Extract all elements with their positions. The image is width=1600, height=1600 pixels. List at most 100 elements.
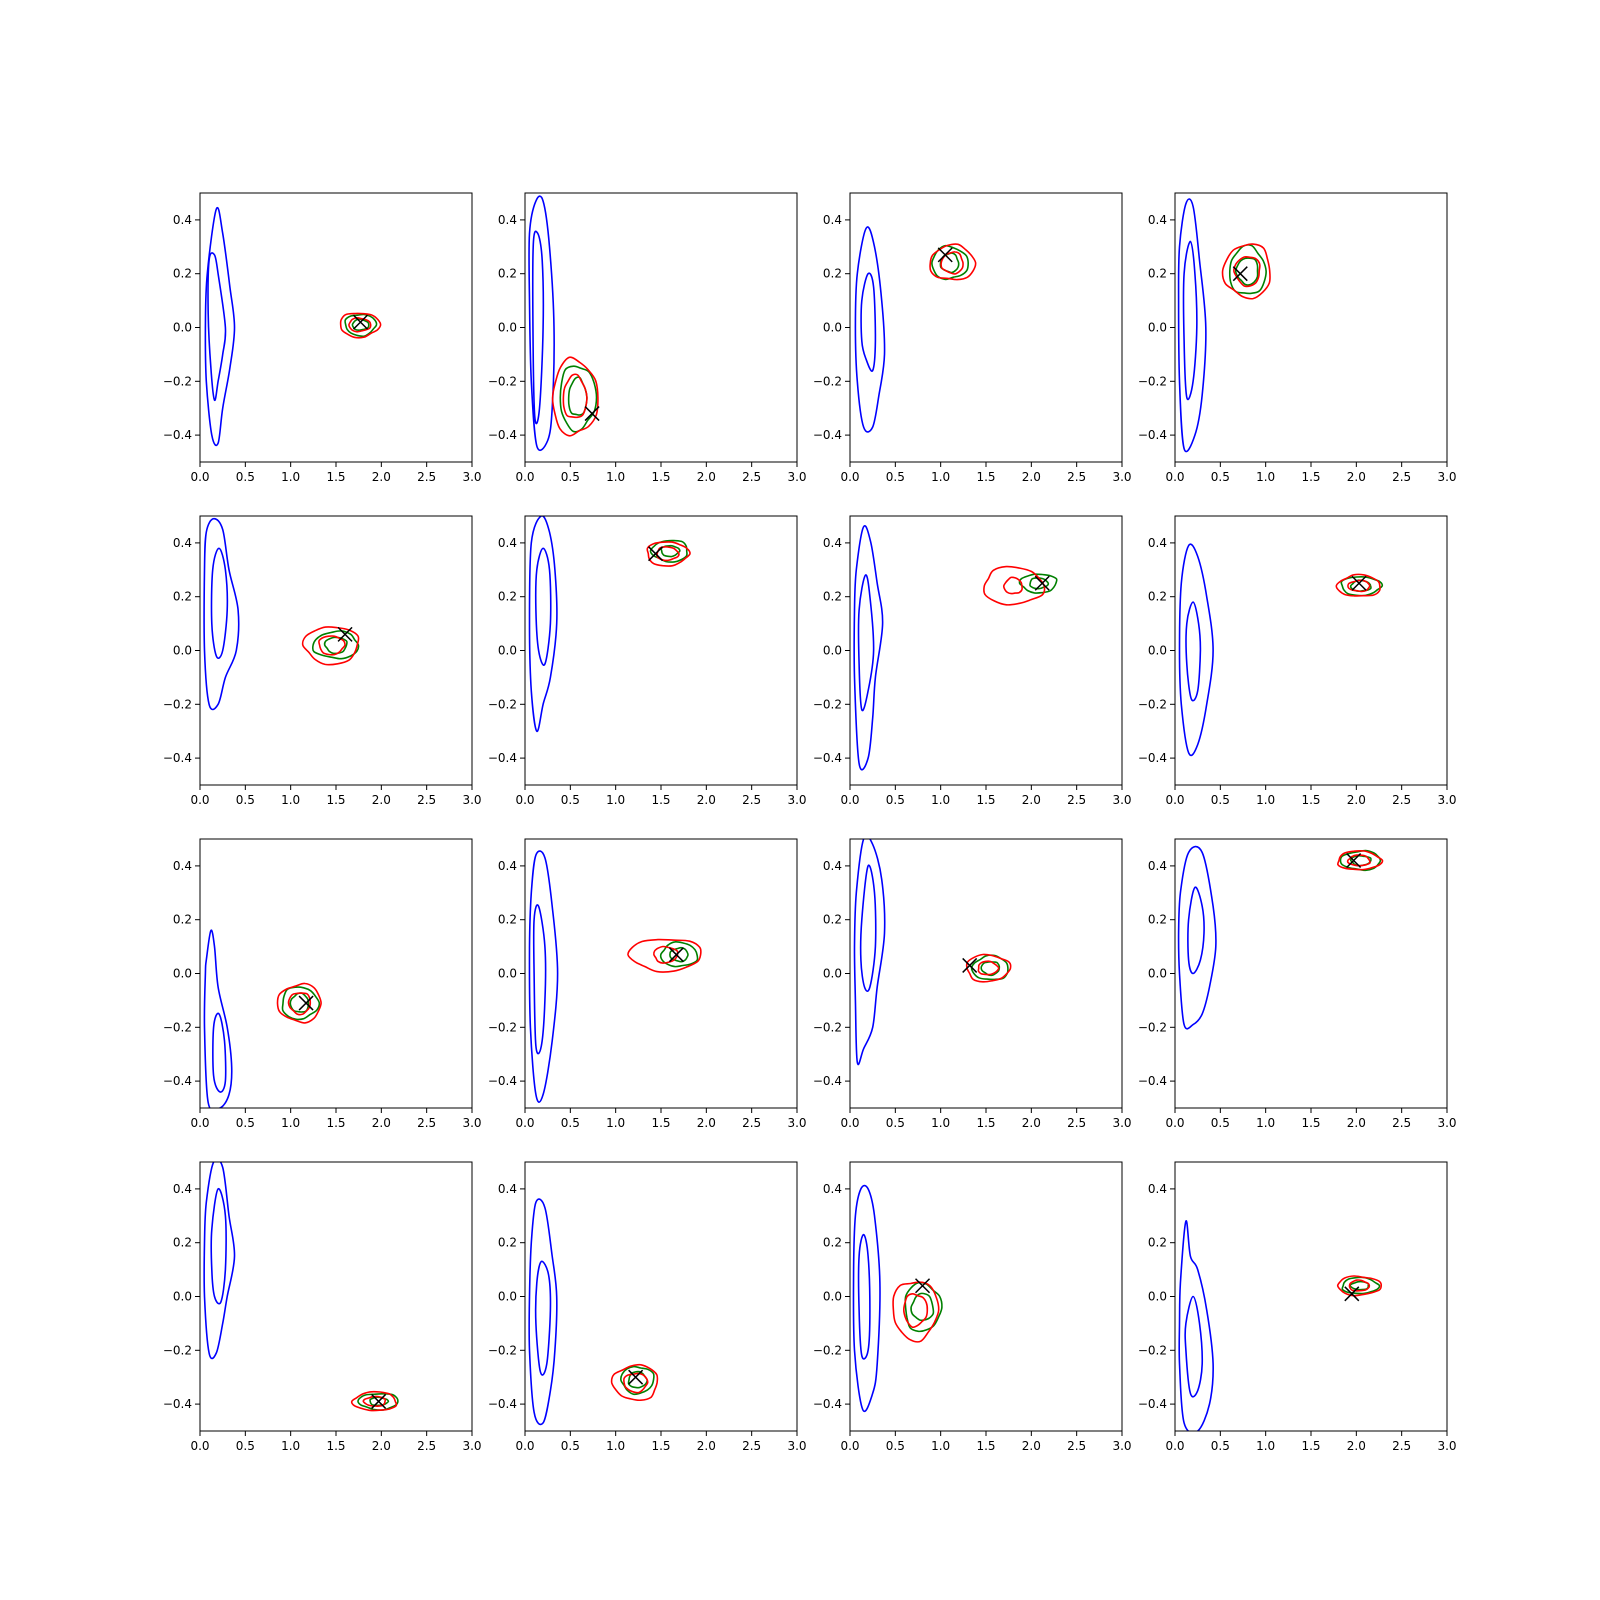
plot-area	[853, 525, 1058, 771]
y-tick-label: 0.2	[823, 913, 842, 927]
plot-area	[1177, 198, 1271, 453]
axes-frame	[524, 1161, 798, 1432]
axes-frame	[1174, 192, 1448, 463]
y-tick-label: 0.2	[498, 913, 517, 927]
y-tick-label: −0.2	[1138, 697, 1167, 711]
y-tick-label: 0.2	[823, 1236, 842, 1250]
y-tick-label: −0.2	[813, 697, 842, 711]
y-tick-label: 0.2	[1148, 1236, 1167, 1250]
x-tick-label: 1.0	[1256, 1116, 1275, 1130]
blue-contour-inner	[1182, 240, 1198, 401]
red-contour-1	[627, 938, 702, 973]
red-contour-1	[610, 1363, 659, 1402]
x-tick-label: 2.0	[1347, 1116, 1366, 1130]
y-tick-label: −0.4	[163, 428, 192, 442]
x-tick-label: 1.5	[326, 793, 345, 807]
blue-contour-outer	[203, 1162, 236, 1360]
red-contour-2	[902, 1293, 929, 1329]
x-tick-label: 3.0	[1112, 1116, 1131, 1130]
x-tick-label: 3.0	[1112, 1439, 1131, 1453]
subplot-6: 0.0 0.5 1.0 1.5 2.0 2.5 3.0 −0.4 −0.2 0.0 0.2 0.4	[488, 515, 807, 807]
blue-contour-inner	[1187, 886, 1205, 975]
y-tick-label: −0.4	[163, 1074, 192, 1088]
x-tick-label: 3.0	[462, 793, 481, 807]
x-tick-label: 2.5	[1067, 1116, 1086, 1130]
x-marker	[298, 995, 314, 1011]
red-contour-1	[929, 243, 977, 281]
y-tick-label: 0.4	[823, 1182, 842, 1196]
green-contour-1	[649, 539, 688, 563]
x-marker	[962, 957, 978, 973]
blue-contour-inner	[857, 574, 875, 712]
subplot-8: 0.0 0.5 1.0 1.5 2.0 2.5 3.0 −0.4 −0.2 0.0 0.2 0.4	[1138, 515, 1457, 807]
red-contour-2	[1347, 579, 1371, 593]
y-tick-label: −0.4	[488, 751, 517, 765]
subplot-3: 0.0 0.5 1.0 1.5 2.0 2.5 3.0 −0.4 −0.2 0.0 0.2 0.4	[813, 192, 1132, 484]
green-contour-2	[669, 946, 689, 963]
red-contour-2	[1233, 255, 1261, 288]
green-contour-1	[931, 244, 970, 281]
blue-contour-outer	[204, 206, 236, 447]
red-contour-1	[983, 565, 1046, 606]
x-tick-label: 0.5	[561, 1439, 580, 1453]
x-tick-label: 0.0	[515, 1116, 534, 1130]
x-tick-label: 2.5	[417, 793, 436, 807]
axes-frame	[1174, 515, 1448, 786]
axes-frame	[199, 192, 473, 463]
axes-frame	[199, 515, 473, 786]
x-tick-label: 2.5	[417, 1116, 436, 1130]
red-contour-2	[940, 251, 964, 275]
x-tick-label: 3.0	[787, 470, 806, 484]
x-marker	[628, 1369, 644, 1385]
green-contour-1	[344, 313, 378, 338]
y-tick-label: 0.4	[823, 859, 842, 873]
y-tick-label: 0.0	[1148, 1290, 1167, 1304]
y-tick-label: 0.0	[498, 644, 517, 658]
y-tick-label: 0.4	[498, 213, 517, 227]
x-tick-label: 1.0	[1256, 470, 1275, 484]
x-tick-label: 0.5	[886, 1439, 905, 1453]
x-tick-label: 1.5	[976, 793, 995, 807]
x-tick-label: 0.5	[236, 1116, 255, 1130]
green-contour-1	[1340, 575, 1384, 597]
x-tick-label: 1.5	[976, 1439, 995, 1453]
green-contour-1	[559, 365, 598, 433]
red-contour-1	[551, 356, 599, 437]
y-tick-label: 0.2	[173, 913, 192, 927]
x-tick-label: 0.0	[515, 1439, 534, 1453]
x-tick-label: 3.0	[1112, 470, 1131, 484]
plot-area	[528, 1198, 659, 1426]
x-tick-label: 3.0	[787, 1439, 806, 1453]
y-tick-label: −0.4	[1138, 751, 1167, 765]
x-tick-label: 2.0	[697, 1116, 716, 1130]
red-contour-2	[653, 945, 679, 964]
subplot-15: 0.0 0.5 1.0 1.5 2.0 2.5 3.0 −0.4 −0.2 0.0 0.2 0.4	[813, 1161, 1132, 1453]
y-tick-label: 0.0	[823, 321, 842, 335]
x-tick-label: 1.0	[606, 1116, 625, 1130]
x-tick-label: 0.5	[886, 470, 905, 484]
blue-contour-inner	[1185, 601, 1202, 702]
green-contour-1	[1339, 849, 1382, 872]
x-tick-label: 1.5	[326, 1116, 345, 1130]
y-tick-label: −0.4	[1138, 1397, 1167, 1411]
subplot-16: 0.0 0.5 1.0 1.5 2.0 2.5 3.0 −0.4 −0.2 0.0 0.2 0.4	[1138, 1161, 1457, 1453]
blue-contour-inner	[860, 272, 877, 372]
x-tick-label: 1.0	[1256, 1439, 1275, 1453]
axes-frame	[1174, 1161, 1448, 1432]
blue-contour-outer	[528, 1198, 558, 1426]
y-tick-label: 0.2	[823, 267, 842, 281]
x-tick-label: 2.5	[417, 1439, 436, 1453]
blue-contour-outer	[528, 195, 555, 451]
y-tick-label: 0.4	[1148, 213, 1167, 227]
subplot-12: 0.0 0.5 1.0 1.5 2.0 2.5 3.0 −0.4 −0.2 0.0 0.2 0.4	[1138, 838, 1457, 1130]
plot-area	[854, 226, 977, 433]
x-tick-label: 2.0	[1347, 793, 1366, 807]
red-contour-2	[623, 1372, 649, 1394]
y-tick-label: −0.4	[813, 428, 842, 442]
x-tick-label: 0.5	[886, 793, 905, 807]
blue-contour-outer	[1177, 845, 1217, 1030]
y-tick-label: 0.4	[823, 536, 842, 550]
x-tick-label: 1.5	[976, 470, 995, 484]
x-tick-label: 1.0	[281, 793, 300, 807]
x-tick-label: 0.0	[1165, 1116, 1184, 1130]
